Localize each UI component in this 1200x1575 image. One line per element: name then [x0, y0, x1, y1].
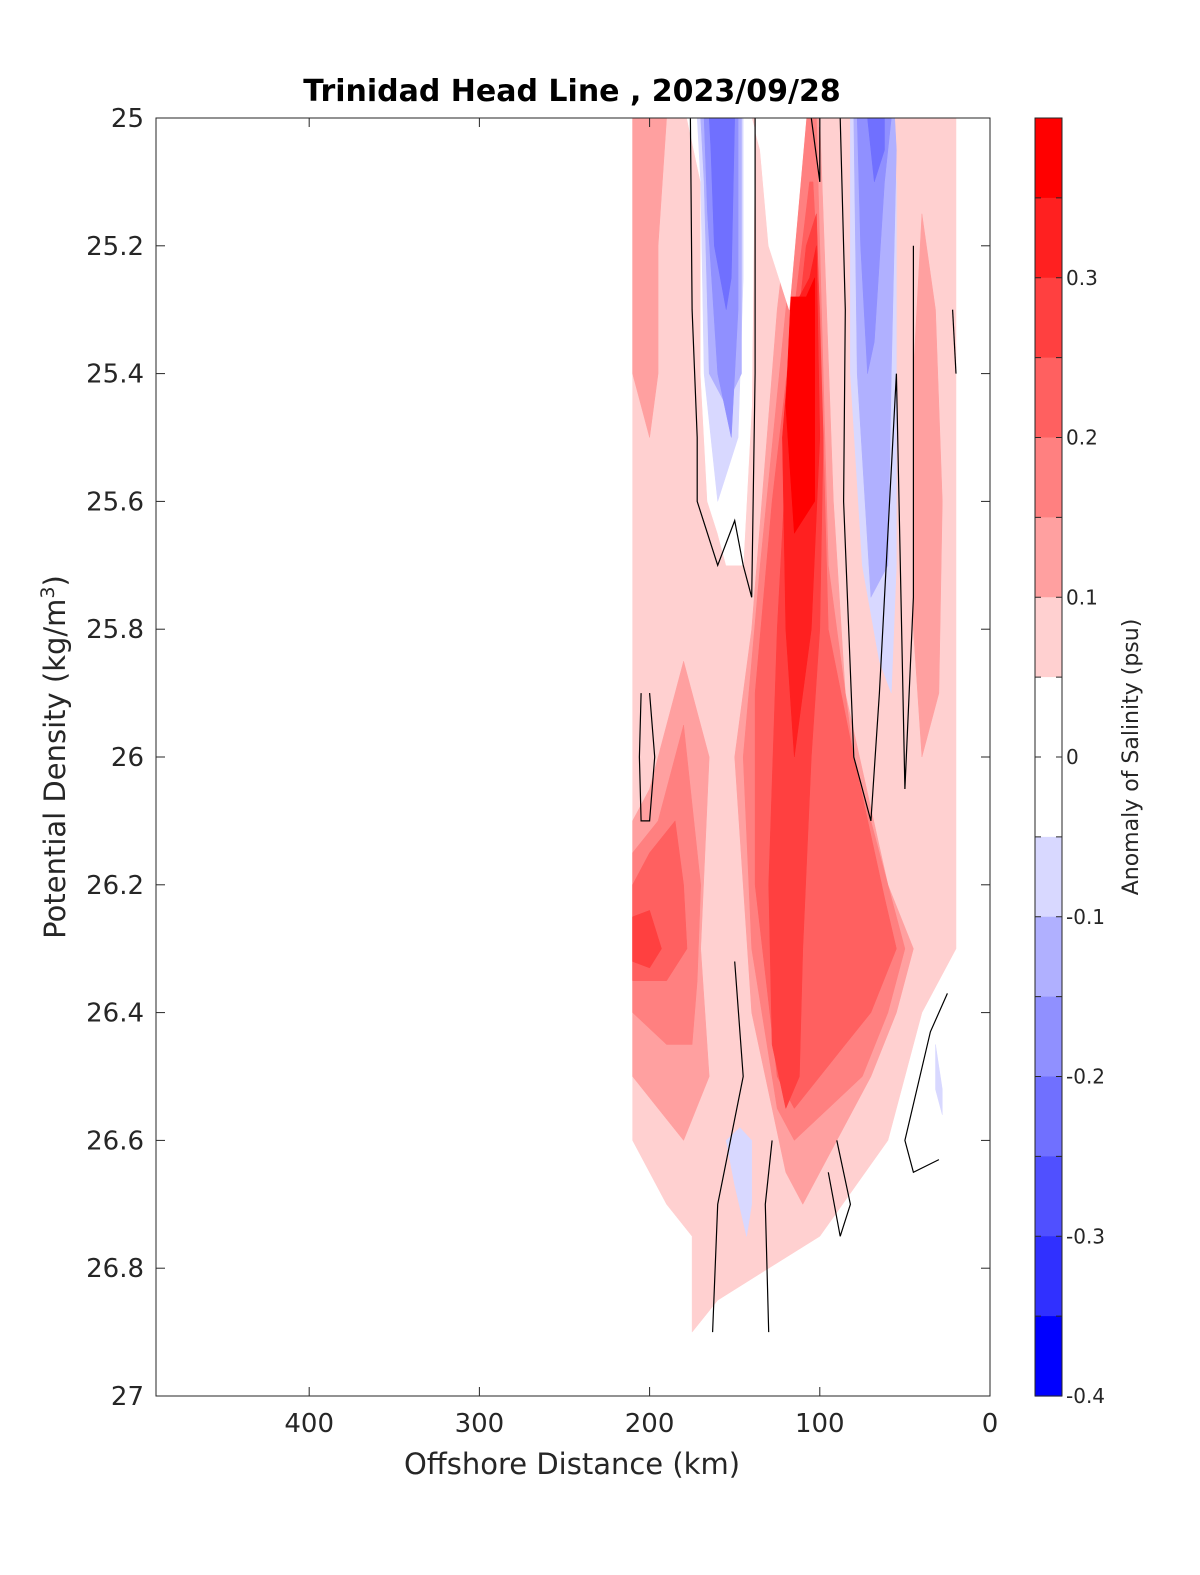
y-axis-title-superscript: 3: [37, 586, 59, 598]
zero-contour-7: [827, 1140, 852, 1237]
y-tick-label: 25.2: [86, 232, 144, 262]
colorbar-level-1: [1035, 197, 1062, 279]
colorbar-tick-label: 0: [1066, 745, 1079, 769]
colorbar-level-13: [1035, 1156, 1062, 1237]
x-tick-label: 400: [284, 1409, 334, 1439]
y-tick-label: 26.4: [86, 999, 144, 1029]
zero-contour-lines: [638, 118, 957, 1333]
y-tick-label: 25.6: [86, 487, 144, 517]
y-axis-title-end: ): [38, 575, 72, 586]
zero-contour-1: [810, 118, 821, 182]
colorbar-level-2: [1035, 277, 1062, 359]
zero-contour-4: [638, 693, 656, 822]
anomaly-region-17: [935, 1044, 943, 1115]
colorbar-tick-label: 0.1: [1066, 585, 1098, 609]
x-tick-label: 300: [455, 1409, 505, 1439]
zero-contour-8: [904, 993, 948, 1174]
zero-contour-6: [764, 1140, 773, 1333]
colorbar: 0.3 0.2 0.1 0 -0.1 -0.2 -0.3 -0.4: [1035, 118, 1105, 1408]
x-tick-label: 100: [795, 1409, 845, 1439]
zero-contour-2: [839, 118, 915, 822]
colorbar-level-8: [1035, 757, 1062, 838]
y-tick-label: 25.4: [86, 360, 144, 390]
chart-title: Trinidad Head Line , 2023/09/28: [303, 74, 840, 109]
y-axis-title: Potential Density (kg/m3): [37, 575, 72, 939]
y-tick-label: 26: [111, 743, 144, 773]
y-tick-label: 25: [111, 104, 144, 134]
y-tick-label: 26.6: [86, 1126, 144, 1156]
anomaly-region-1: [632, 118, 667, 438]
colorbar-tick-label: -0.1: [1066, 905, 1105, 929]
colorbar-level-0: [1035, 118, 1062, 199]
y-tick-label: 25.8: [86, 615, 144, 645]
zero-contour-5: [712, 961, 744, 1333]
colorbar-level-4: [1035, 437, 1062, 518]
zero-contour-0: [689, 118, 756, 598]
anomaly-region-21: [856, 118, 892, 374]
x-tick-label: 0: [982, 1409, 999, 1439]
colorbar-level-11: [1035, 996, 1062, 1078]
colorbar-level-6: [1035, 597, 1062, 678]
colorbar-level-9: [1035, 836, 1062, 918]
anomaly-region-12: [785, 277, 815, 535]
colorbar-level-15: [1035, 1316, 1062, 1397]
colorbar-tick-label: 0.2: [1066, 426, 1098, 450]
y-tick-label: 26.2: [86, 871, 144, 901]
y-axis: 25 25.2 25.4 25.6 25.8 26 26.2 26.4 26.6 26.8 27: [86, 104, 990, 1412]
zero-contour-3: [952, 309, 957, 374]
y-tick-label: 26.8: [86, 1254, 144, 1284]
colorbar-tick-label: -0.2: [1066, 1065, 1105, 1089]
colorbar-level-10: [1035, 916, 1062, 998]
x-axis: 400 300 200 100 0: [284, 118, 998, 1439]
colorbar-title: Anomaly of Salinity (psu): [1119, 619, 1144, 896]
anomaly-region-16: [725, 1127, 752, 1237]
x-axis-title: Offshore Distance (km): [404, 1447, 740, 1481]
anomaly-filled-regions: [632, 118, 957, 1333]
colorbar-level-7: [1035, 677, 1062, 758]
colorbar-tick-label: -0.4: [1066, 1384, 1105, 1408]
anomaly-region-10: [632, 910, 662, 969]
colorbar-frame: [1034, 117, 1063, 1397]
colorbar-level-5: [1035, 517, 1062, 598]
y-tick-label: 27: [111, 1382, 144, 1412]
colorbar-tick-label: -0.3: [1066, 1224, 1105, 1248]
x-tick-label: 200: [625, 1409, 675, 1439]
anomaly-region-23: [867, 118, 885, 182]
colorbar-level-3: [1035, 357, 1062, 439]
y-axis-title-main: Potential Density (kg/m: [38, 599, 72, 939]
colorbar-tick-label: 0.3: [1066, 266, 1098, 290]
colorbar-level-14: [1035, 1236, 1062, 1317]
colorbar-level-12: [1035, 1076, 1062, 1157]
anomaly-region-22: [708, 118, 735, 310]
